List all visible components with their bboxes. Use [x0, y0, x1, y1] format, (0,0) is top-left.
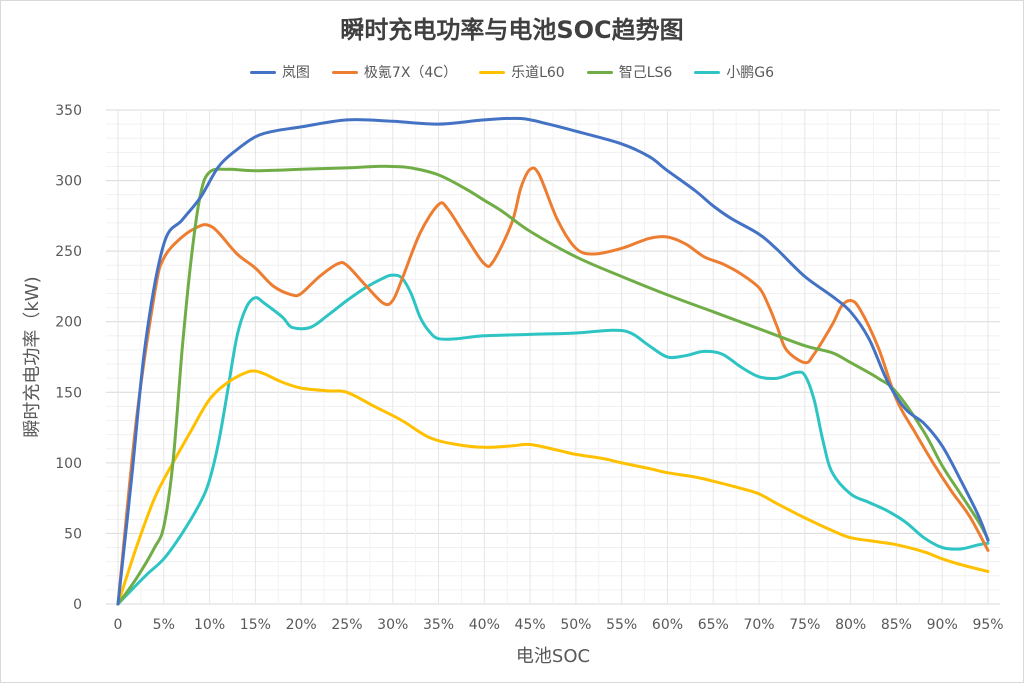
- x-tick-label: 35%: [423, 617, 454, 633]
- x-tick-label: 50%: [560, 617, 591, 633]
- y-tick-label: 350: [55, 103, 82, 119]
- tick-labels: 0 50 100 150 200 250 300 350 0 5% 10% 15% 20% 25% 30% 3…: [55, 103, 1003, 633]
- chart-title: 瞬时充电功率与电池SOC趋势图: [340, 16, 684, 44]
- y-tick-label: 300: [55, 174, 82, 190]
- series-line-4: [116, 273, 990, 606]
- legend-label: 小鹏G6: [726, 65, 775, 81]
- legend-label: 乐道L60: [511, 65, 565, 81]
- x-tick-label: 40%: [469, 617, 500, 633]
- x-tick-label: 60%: [652, 617, 683, 633]
- x-tick-label: 25%: [331, 617, 362, 633]
- y-tick-label: 250: [55, 244, 82, 260]
- legend-swatch: [694, 70, 721, 74]
- legend-swatch: [586, 70, 613, 74]
- legend-swatch: [249, 70, 276, 74]
- y-tick-label: 100: [55, 456, 82, 472]
- legend-label: 极氪7X（4C）: [363, 65, 458, 81]
- x-tick-label: 20%: [286, 617, 317, 633]
- x-tick-label: 5%: [153, 617, 175, 633]
- legend-label: 岚图: [281, 65, 310, 81]
- y-tick-label: 50: [64, 526, 82, 542]
- legend-item-2: 乐道L60: [479, 62, 565, 82]
- legend-swatch: [479, 70, 506, 74]
- legend-item-1: 极氪7X（4C）: [331, 62, 458, 82]
- x-tick-label: 65%: [698, 617, 729, 633]
- legend-label: 智己LS6: [618, 65, 673, 81]
- legend-swatch: [331, 70, 358, 74]
- chart-legend: 岚图 极氪7X（4C） 乐道L60 智己LS6 小鹏G6: [0, 62, 1024, 82]
- series-lines: [116, 116, 990, 606]
- grid-lines: [106, 109, 1000, 605]
- x-tick-label: 0: [114, 617, 123, 633]
- y-tick-label: 150: [55, 385, 82, 401]
- x-tick-label: 85%: [881, 617, 912, 633]
- x-tick-label: 90%: [927, 617, 958, 633]
- y-tick-label: 200: [55, 315, 82, 331]
- series-line-3: [116, 164, 990, 606]
- legend-item-4: 小鹏G6: [694, 62, 774, 82]
- x-tick-label: 45%: [515, 617, 546, 633]
- x-tick-label: 95%: [972, 617, 1003, 633]
- x-tick-label: 70%: [743, 617, 774, 633]
- series-line-1: [116, 166, 990, 606]
- x-tick-label: 55%: [606, 617, 637, 633]
- x-axis-label: 电池SOC: [516, 646, 590, 667]
- legend-item-0: 岚图: [249, 62, 310, 82]
- y-axis-label: 瞬时充电功率（kW): [22, 276, 43, 437]
- legend-item-3: 智己LS6: [586, 62, 673, 82]
- series-line-0: [116, 116, 990, 606]
- y-tick-label: 0: [73, 597, 82, 613]
- x-tick-label: 80%: [835, 617, 866, 633]
- x-tick-label: 10%: [194, 617, 225, 633]
- x-tick-label: 15%: [240, 617, 271, 633]
- x-tick-label: 75%: [789, 617, 820, 633]
- x-tick-label: 30%: [377, 617, 408, 633]
- series-line-2: [116, 369, 990, 606]
